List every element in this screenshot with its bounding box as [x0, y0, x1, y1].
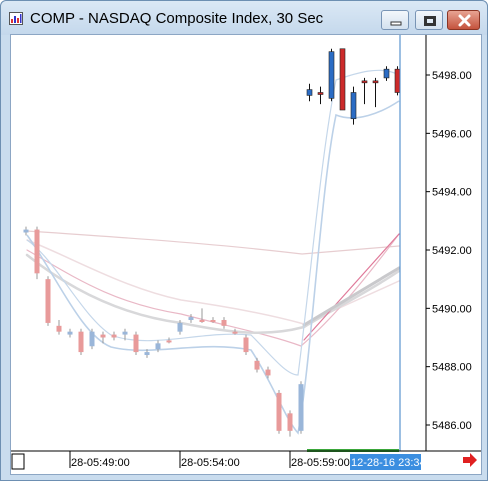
band-lower — [26, 100, 400, 435]
candle-up[interactable] — [350, 92, 357, 120]
candle-up[interactable] — [155, 343, 161, 350]
minimize-icon — [390, 21, 402, 26]
candle-up[interactable] — [298, 384, 304, 431]
candle-down[interactable] — [317, 92, 324, 95]
ma-line-mid — [26, 239, 400, 325]
time-axis-scroll-start[interactable] — [11, 453, 25, 470]
price-tick-label: 5488.00 — [432, 362, 472, 374]
candle-down[interactable] — [243, 337, 249, 353]
chart-window-icon — [9, 12, 23, 25]
band-upper — [26, 69, 400, 376]
price-tick-label: 5486.00 — [432, 420, 472, 432]
candle-up[interactable] — [328, 51, 335, 99]
candle-down[interactable] — [56, 325, 62, 332]
arrow-right-icon[interactable] — [463, 453, 477, 467]
maximize-button[interactable] — [415, 10, 443, 30]
candle-down[interactable] — [287, 413, 293, 431]
candlestick-chart[interactable]: 5486.00 5488.00 5490.00 5492.00 5494.00 5496.… — [11, 35, 481, 474]
time-label-1: 28-05:49:00 — [71, 457, 130, 469]
title-bar[interactable]: COMP - NASDAQ Composite Index, 30 Sec — [1, 1, 487, 35]
price-tick-label: 5496.00 — [432, 128, 472, 140]
close-icon — [458, 14, 471, 27]
ma-line-long — [26, 230, 400, 255]
close-button[interactable] — [447, 10, 480, 30]
candle-up[interactable] — [306, 89, 313, 96]
candles-session-2 — [306, 48, 401, 125]
candle-down[interactable] — [111, 334, 117, 338]
ma-line-grey-bright — [302, 266, 401, 327]
candle-down[interactable] — [361, 80, 368, 84]
candle-down[interactable] — [265, 369, 271, 376]
bollinger-band-lines — [26, 69, 400, 435]
price-tick-label: 5492.00 — [432, 245, 472, 257]
chart-area[interactable]: 5486.00 5488.00 5490.00 5492.00 5494.00 5496.… — [10, 34, 482, 475]
candle-down[interactable] — [199, 320, 205, 322]
candle-down[interactable] — [394, 68, 401, 93]
time-axis[interactable]: 28-05:49:00 28-05:54:00 28-05:59:00 12-2… — [11, 451, 441, 470]
candle-up[interactable] — [89, 331, 95, 347]
price-axis[interactable]: 5486.00 5488.00 5490.00 5492.00 5494.00 5496.… — [426, 70, 472, 432]
candle-down[interactable] — [166, 340, 172, 343]
minimize-button[interactable] — [381, 10, 409, 30]
candle-down[interactable] — [100, 334, 106, 338]
cursor-timestamp: 12-28-16 23:34:00 — [351, 457, 441, 469]
window-title: COMP - NASDAQ Composite Index, 30 Sec — [30, 10, 324, 27]
candle-down[interactable] — [34, 229, 40, 274]
candle-down[interactable] — [210, 320, 216, 322]
ma-line-pink-bright — [303, 233, 400, 341]
candle-up[interactable] — [23, 229, 29, 233]
moving-average-lines — [25, 230, 401, 347]
candle-down[interactable] — [254, 360, 260, 370]
maximize-icon — [424, 16, 436, 26]
candles-session-1 — [23, 226, 304, 437]
candle-down[interactable] — [232, 331, 238, 334]
candle-up[interactable] — [383, 68, 390, 79]
ma-line-grey — [25, 253, 401, 335]
price-tick-label: 5490.00 — [432, 303, 472, 315]
candle-down[interactable] — [221, 320, 227, 326]
price-tick-label: 5494.00 — [432, 187, 472, 199]
candle-down[interactable] — [78, 331, 84, 353]
candle-up[interactable] — [122, 331, 128, 335]
time-label-3: 28-05:59:00 — [291, 457, 350, 469]
price-tick-label: 5498.00 — [432, 70, 472, 82]
candle-down[interactable] — [276, 392, 282, 431]
candle-up[interactable] — [188, 317, 194, 320]
candle-down[interactable] — [133, 334, 139, 353]
candle-up[interactable] — [67, 331, 73, 335]
candle-up[interactable] — [144, 352, 150, 355]
candle-down[interactable] — [45, 279, 51, 323]
candle-up[interactable] — [177, 322, 183, 332]
candle-down[interactable] — [372, 80, 379, 84]
candle-down[interactable] — [339, 48, 346, 111]
cursor-timestamp-badge — [350, 454, 421, 470]
time-label-2: 28-05:54:00 — [181, 457, 240, 469]
